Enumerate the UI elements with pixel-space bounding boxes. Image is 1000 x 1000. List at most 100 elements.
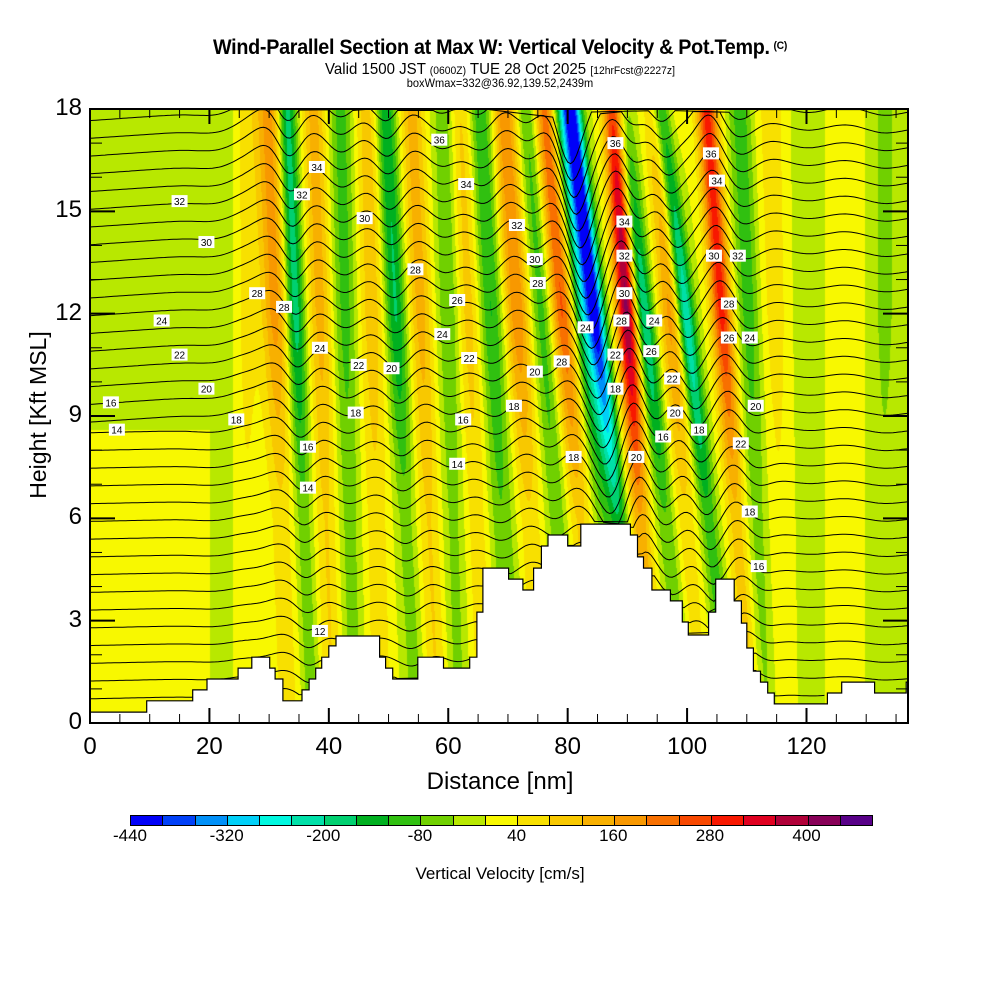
- contour-label-text: 32: [511, 221, 523, 232]
- theta-contour-line: [89, 132, 909, 215]
- contour-label-text: 18: [744, 508, 756, 519]
- theta-contour-line: [89, 593, 909, 615]
- theta-contour-line: [89, 421, 909, 482]
- contour-label-bg: [667, 406, 684, 419]
- contour-label: 26: [720, 331, 737, 345]
- theta-contour-line: [89, 275, 909, 349]
- contour-label: 34: [458, 178, 475, 191]
- contour-label-text: 16: [458, 415, 470, 426]
- contour-label-bg: [553, 355, 570, 368]
- contour-label-text: 26: [452, 296, 464, 307]
- contour-label-bg: [565, 450, 582, 463]
- theta-contour-line: [89, 188, 909, 266]
- colorbar-box: [647, 816, 680, 825]
- contour-label: 28: [407, 263, 424, 276]
- contour-label: 12: [311, 624, 328, 638]
- contour-label: 36: [702, 147, 719, 160]
- contour-label: 20: [747, 399, 764, 413]
- forecast-info: [12hrFcst@2227z]: [590, 65, 675, 77]
- contour-label-bg: [529, 276, 546, 289]
- contour-label-text: 24: [314, 344, 326, 355]
- colorbar-box: [292, 816, 325, 825]
- theta-contour-line: [90, 402, 909, 465]
- contour-label-bg: [458, 178, 475, 191]
- theta-contour-line: [90, 669, 909, 684]
- contour-label-bg: [705, 249, 722, 262]
- contour-label-text: 20: [386, 364, 398, 375]
- contour-label: 20: [198, 382, 215, 396]
- contour-label-text: 18: [231, 415, 243, 426]
- colorbar: [130, 815, 873, 826]
- theta-contour-line: [89, 108, 909, 181]
- contour-label-bg: [691, 423, 708, 436]
- contour-label-text: 30: [708, 252, 720, 263]
- contour-label: 26: [643, 345, 660, 358]
- contour-label: 30: [356, 212, 373, 225]
- colorbar-label: 400: [792, 826, 821, 845]
- x-tick-label: 100: [667, 733, 708, 760]
- theta-contour-line: [89, 240, 909, 316]
- contour-label: 34: [708, 174, 725, 188]
- terrain: [89, 523, 909, 724]
- contour-label-text: 20: [750, 402, 762, 413]
- contour-label: 18: [565, 450, 582, 464]
- colorbar-label: -320: [209, 826, 244, 845]
- contour-label-bg: [461, 352, 478, 365]
- contour-label-bg: [720, 297, 737, 310]
- contour-label-bg: [508, 218, 525, 231]
- theta-contour-line: [90, 612, 909, 632]
- contour-label-text: 20: [529, 368, 541, 379]
- y-tick-label: 12: [55, 298, 82, 326]
- contour-label-bg: [646, 314, 663, 327]
- contour-label-bg: [702, 147, 719, 160]
- contour-label-bg: [607, 137, 624, 150]
- contour-label-text: 16: [105, 398, 117, 409]
- theta-contour-line: [89, 151, 909, 232]
- theta-contour-line: [89, 384, 909, 449]
- contour-label-bg: [720, 331, 737, 344]
- valid-utc: (0600Z): [429, 65, 467, 77]
- contour-label: 14: [299, 481, 316, 495]
- colorbar-box: [840, 816, 873, 825]
- contour-label-text: 34: [711, 177, 723, 188]
- colorbar-box: [163, 816, 196, 825]
- contour-label-bg: [729, 249, 746, 262]
- theta-contour-line: [89, 439, 909, 498]
- colorbar-box: [421, 816, 454, 825]
- contour-label-text: 28: [532, 279, 544, 290]
- contour-label: 22: [171, 348, 188, 362]
- contour-label: 30: [616, 287, 633, 300]
- y-tick-label: 0: [68, 708, 82, 735]
- contour-label-bg: [407, 263, 424, 276]
- contour-label: 32: [508, 218, 525, 232]
- theta-contour-line: [89, 365, 909, 432]
- contour-label-text: 32: [619, 252, 631, 263]
- theta-contour-line: [89, 630, 909, 650]
- contour-label: 22: [732, 437, 749, 450]
- x-tick-label: 0: [83, 733, 97, 760]
- contour-label-bg: [434, 328, 451, 341]
- contour-label: 24: [646, 314, 663, 327]
- cross-section-plot: 32 30 28 28 24 22 20 16 14 18 34 32 24 16 14 12 36 30 28 26…: [89, 108, 909, 724]
- contour-label-bg: [655, 430, 672, 443]
- colorbar-title: Vertical Velocity [cm/s]: [415, 864, 585, 883]
- theta-contour-line: [89, 347, 909, 416]
- colorbar-label: 40: [507, 826, 527, 845]
- contour-label-bg: [455, 413, 472, 426]
- contour-label-text: 28: [616, 316, 628, 327]
- contour-label: 18: [607, 382, 624, 396]
- contour-label-text: 26: [723, 334, 735, 345]
- colorbar-box: [582, 816, 615, 825]
- contour-label-bg: [347, 406, 364, 419]
- contour-label-text: 28: [252, 289, 264, 300]
- contour-label-bg: [628, 450, 645, 463]
- colorbar-box: [679, 816, 712, 825]
- theta-contour-line: [89, 114, 909, 199]
- contour-label: 14: [449, 457, 466, 471]
- contour-label: 36: [607, 137, 624, 150]
- contour-label-text: 20: [201, 385, 213, 396]
- colorbar-box: [711, 816, 745, 825]
- contour-label-bg: [350, 358, 367, 371]
- box-wmax-line: boxWmax=332@36.92,139.52,2439m: [406, 76, 594, 90]
- colorbar-box: [195, 816, 228, 825]
